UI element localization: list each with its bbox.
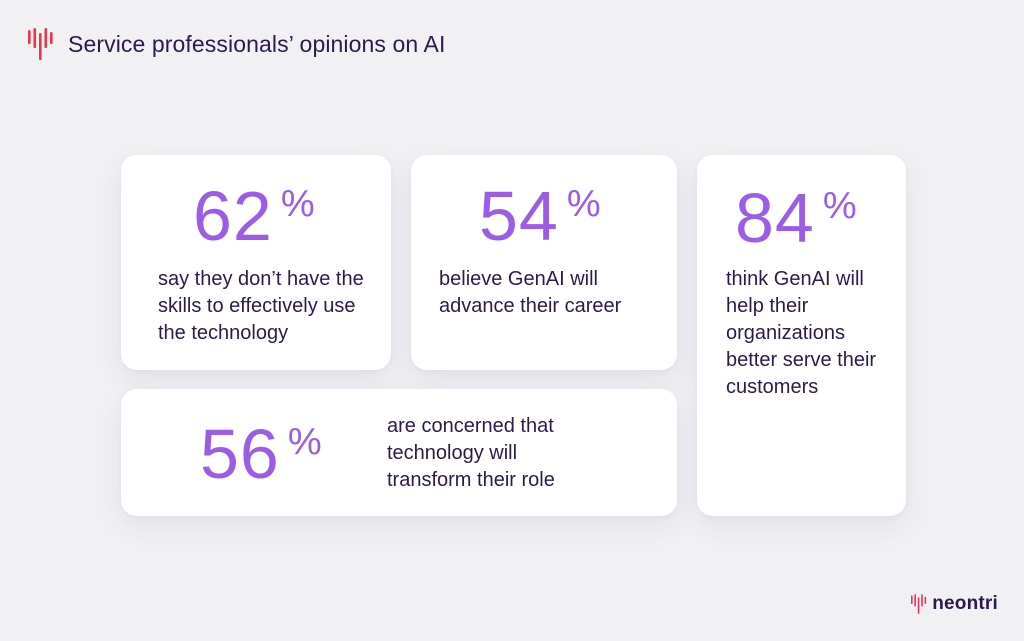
stat-value: 54 % [479, 181, 601, 251]
stat-value: 84 % [735, 183, 857, 253]
stat-description: say they don’t have the skills to effect… [158, 268, 364, 344]
stat-card-role: 56 % are concerned that technology will … [121, 389, 677, 516]
header: Service professionals’ opinions on AI [28, 28, 445, 60]
stat-description: believe GenAI will advance their career [439, 268, 622, 317]
stat-card-career: 54 % believe GenAI will advance their ca… [411, 155, 677, 370]
brand-name: neontri [932, 593, 998, 614]
stat-number: 56 [200, 415, 280, 493]
stat-unit: % [280, 183, 315, 225]
stat-number: 84 [735, 179, 815, 257]
stat-value: 62 % [193, 181, 315, 251]
stat-value: 56 % [200, 419, 322, 489]
stat-number: 62 [193, 177, 273, 255]
stat-description: think GenAI will help their organization… [726, 268, 877, 398]
stat-card-skills: 62 % say they don’t have the skills to e… [121, 155, 391, 370]
stat-unit: % [287, 421, 322, 463]
stat-number: 54 [479, 177, 559, 255]
stat-unit: % [822, 185, 857, 227]
stat-card-customers: 84 % think GenAI will help their organiz… [697, 155, 906, 516]
page-title: Service professionals’ opinions on AI [68, 30, 446, 57]
stat-unit: % [566, 183, 601, 225]
neontri-logo-icon [911, 594, 927, 614]
neontri-logo-icon [28, 28, 53, 60]
stat-description: are concerned that technology will trans… [387, 415, 555, 491]
footer-logo: neontri [911, 593, 998, 615]
